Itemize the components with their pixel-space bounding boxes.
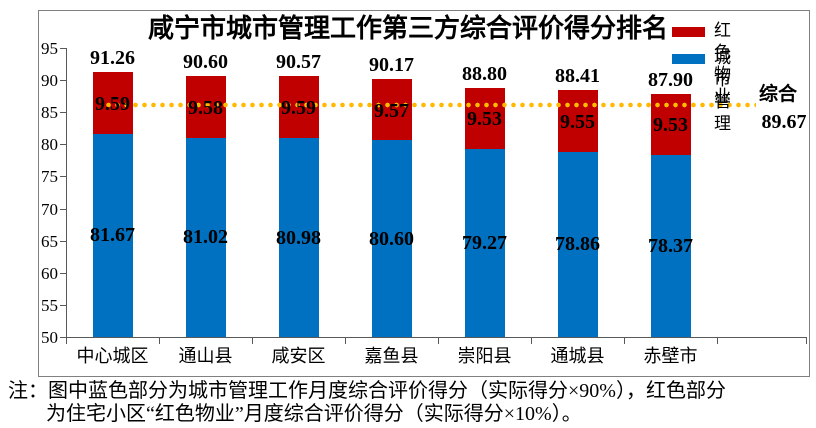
- chart-title: 咸宁市城市管理工作第三方综合评价得分排名: [147, 14, 668, 43]
- x-tick-mark: [624, 337, 625, 344]
- red-segment-label: 9.59: [281, 97, 316, 120]
- bar-total-label: 88.80: [462, 62, 507, 85]
- x-tick-mark: [252, 337, 253, 344]
- y-tick-label: 60: [41, 264, 58, 283]
- x-tick-mark: [717, 337, 718, 344]
- y-tick-mark: [60, 48, 66, 49]
- bar-total-label: 90.60: [183, 51, 228, 74]
- legend-label: 红色物业: [714, 21, 731, 106]
- y-tick-mark: [60, 80, 66, 81]
- y-tick-mark: [60, 305, 66, 306]
- red-segment-label: 9.58: [188, 97, 223, 120]
- blue-segment-label: 80.60: [369, 227, 414, 250]
- legend-swatch: [672, 54, 705, 64]
- blue-bar-segment: [278, 138, 319, 337]
- y-tick-label: 65: [41, 232, 58, 251]
- y-tick-mark: [60, 144, 66, 145]
- blue-bar-segment: [185, 137, 226, 337]
- y-tick-mark: [60, 241, 66, 242]
- category-label: 咸安区: [271, 346, 326, 366]
- y-tick-label: 95: [41, 39, 58, 58]
- legend-swatch: [672, 27, 705, 37]
- blue-bar-segment: [371, 140, 412, 337]
- bar-total-label: 91.26: [90, 47, 135, 70]
- y-tick-label: 55: [41, 296, 58, 315]
- y-tick-label: 70: [41, 200, 58, 219]
- red-bar-segment: [464, 87, 505, 150]
- y-tick-label: 90: [41, 71, 58, 90]
- ref-line-value: 89.67: [761, 111, 807, 133]
- y-tick-label: 50: [41, 328, 58, 347]
- category-label: 中心城区: [76, 346, 149, 366]
- bar-total-label: 90.17: [369, 54, 414, 77]
- x-tick-mark: [159, 337, 160, 344]
- red-segment-label: 9.53: [467, 108, 502, 131]
- category-label: 通山县: [178, 346, 233, 366]
- category-label: 通城县: [550, 346, 605, 366]
- blue-segment-label: 78.37: [648, 234, 693, 257]
- blue-bar-segment: [557, 151, 598, 337]
- y-tick-label: 85: [41, 103, 58, 122]
- blue-bar-segment: [92, 133, 133, 337]
- ref-line-label: 综合: [758, 84, 797, 105]
- blue-segment-label: 81.02: [183, 226, 228, 249]
- bar-total-label: 88.41: [555, 65, 600, 88]
- y-tick-mark: [60, 209, 66, 210]
- red-segment-label: 9.57: [374, 99, 409, 122]
- y-axis-line: [66, 48, 67, 338]
- composite-ref-line-dots: [104, 102, 756, 109]
- blue-segment-label: 79.27: [462, 232, 507, 254]
- bar-total-label: 90.57: [276, 51, 321, 74]
- x-tick-mark: [345, 337, 346, 344]
- blue-segment-label: 78.86: [555, 233, 600, 256]
- x-tick-mark: [531, 337, 532, 344]
- category-label: 嘉鱼县: [364, 346, 419, 366]
- legend-label: 城市管理: [714, 48, 731, 133]
- y-tick-mark: [60, 273, 66, 274]
- blue-bar-segment: [464, 149, 505, 337]
- y-tick-label: 80: [41, 135, 58, 154]
- y-tick-mark: [60, 337, 66, 338]
- y-tick-mark: [60, 112, 66, 113]
- red-segment-label: 9.59: [95, 92, 130, 115]
- red-segment-label: 9.53: [653, 114, 688, 137]
- blue-bar-segment: [650, 154, 691, 337]
- red-bar-segment: [557, 90, 598, 152]
- y-tick-mark: [60, 176, 66, 177]
- y-tick-label: 75: [41, 167, 58, 186]
- x-tick-mark: [806, 337, 807, 344]
- x-tick-mark: [66, 337, 67, 344]
- blue-segment-label: 81.67: [90, 224, 135, 247]
- x-tick-mark: [438, 337, 439, 344]
- note-line-2: 为住宅小区“红色物业”月度综合评价得分（实际得分×10%）。: [46, 403, 582, 425]
- category-label: 崇阳县: [457, 346, 512, 366]
- red-bar-segment: [371, 79, 412, 141]
- red-segment-label: 9.55: [560, 110, 595, 133]
- note-line-1: 注：图中蓝色部分为城市管理工作月度综合评价得分（实际得分×90%），红色部分: [8, 380, 726, 402]
- category-label: 赤壁市: [643, 346, 698, 366]
- x-axis-line: [66, 337, 807, 338]
- blue-segment-label: 80.98: [276, 226, 321, 249]
- bar-total-label: 87.90: [648, 68, 693, 91]
